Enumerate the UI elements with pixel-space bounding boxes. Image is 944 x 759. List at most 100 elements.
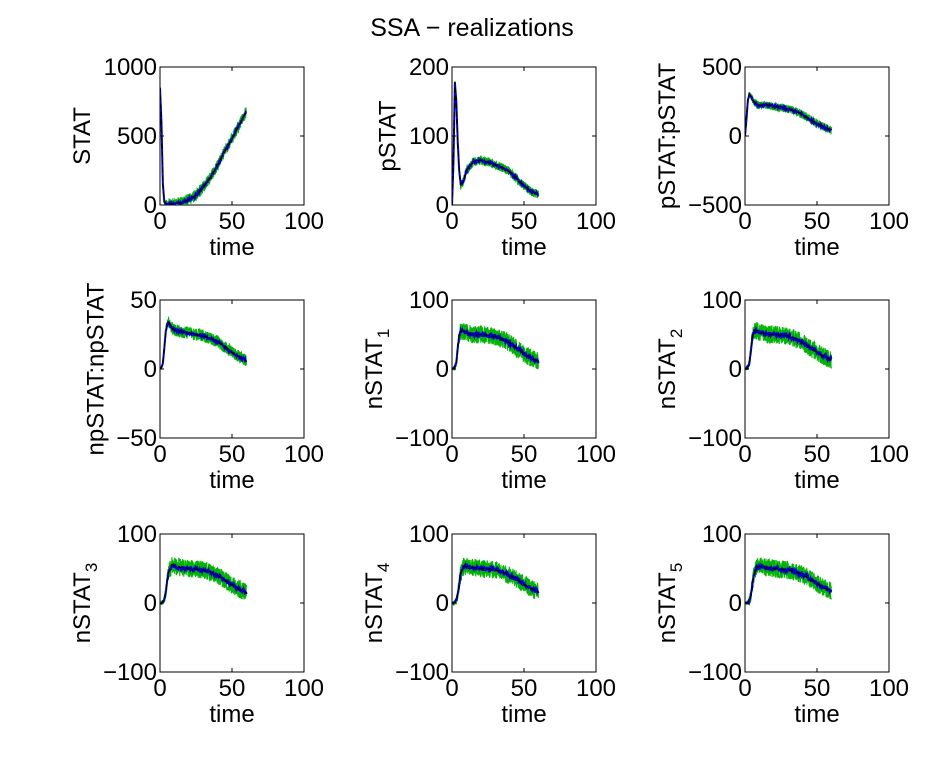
x-tick-label: 50 xyxy=(511,208,538,235)
x-axis-label: time xyxy=(209,701,254,728)
y-tick-label: 100 xyxy=(409,123,449,150)
x-axis-label: time xyxy=(794,701,839,728)
x-tick-label: 100 xyxy=(284,208,324,235)
mean-line xyxy=(160,87,247,205)
realization-line xyxy=(452,561,540,606)
x-axis-label: time xyxy=(794,467,839,494)
mean-line xyxy=(160,321,247,370)
y-tick-label: 100 xyxy=(702,287,742,314)
y-axis-label: pSTAT xyxy=(375,100,402,171)
x-tick-label: 50 xyxy=(219,441,246,468)
plot-area xyxy=(160,87,247,205)
axes-box xyxy=(744,299,890,439)
axes-box xyxy=(451,299,597,439)
y-tick-label: −100 xyxy=(688,659,742,686)
y-axis-label-main: nSTAT xyxy=(654,338,681,409)
x-tick-label: 100 xyxy=(284,675,324,702)
x-tick-label: 0 xyxy=(738,441,751,468)
plot-area xyxy=(452,81,540,205)
x-axis-label: time xyxy=(209,467,254,494)
x-tick-label: 100 xyxy=(284,441,324,468)
plot-area xyxy=(745,91,833,137)
x-axis-label: time xyxy=(209,234,254,261)
realization-line xyxy=(745,561,833,606)
plot-area xyxy=(160,557,248,606)
x-tick-label: 50 xyxy=(219,208,246,235)
x-axis-label: time xyxy=(501,701,546,728)
y-axis-label: nSTAT1 xyxy=(361,329,393,410)
y-tick-label: 500 xyxy=(702,54,742,81)
mean-line xyxy=(745,565,832,604)
y-tick-label: 0 xyxy=(729,590,742,617)
y-tick-label: 100 xyxy=(702,521,742,548)
realization-line xyxy=(160,320,248,370)
y-axis-label: nSTAT3 xyxy=(69,563,101,644)
y-tick-label: −100 xyxy=(103,659,157,686)
axes-box xyxy=(744,66,890,206)
realization-line xyxy=(160,87,247,205)
x-tick-label: 0 xyxy=(445,675,458,702)
y-tick-label: 0 xyxy=(436,356,449,383)
realization-line xyxy=(452,325,540,370)
y-axis-label: STAT xyxy=(69,107,96,165)
x-tick-label: 0 xyxy=(445,441,458,468)
y-tick-label: 200 xyxy=(409,54,449,81)
y-axis-label-subscript: 3 xyxy=(82,563,101,572)
y-tick-label: 50 xyxy=(130,287,157,314)
axes-box xyxy=(159,299,305,439)
y-axis-label-main: nSTAT xyxy=(654,572,681,643)
x-tick-label: 0 xyxy=(738,675,751,702)
y-tick-label: 100 xyxy=(409,287,449,314)
mean-line xyxy=(452,330,539,370)
x-tick-label: 100 xyxy=(576,441,616,468)
y-tick-label: 0 xyxy=(436,590,449,617)
y-axis-label-subscript: 1 xyxy=(374,329,393,338)
y-axis-label: nSTAT4 xyxy=(361,563,393,644)
y-axis-label-main: nSTAT xyxy=(361,572,388,643)
mean-line xyxy=(452,565,539,604)
y-axis-label-subscript: 2 xyxy=(667,329,686,338)
y-axis-label: pSTAT:pSTAT xyxy=(654,63,681,210)
plot-area xyxy=(452,557,540,607)
y-tick-label: 100 xyxy=(117,521,157,548)
y-tick-label: −50 xyxy=(116,425,157,452)
y-tick-label: −500 xyxy=(688,192,742,219)
plot-area xyxy=(160,316,248,370)
mean-line xyxy=(745,329,832,370)
y-axis-label: nSTAT2 xyxy=(654,329,686,410)
y-tick-label: 0 xyxy=(144,590,157,617)
x-tick-label: 50 xyxy=(511,441,538,468)
mean-line xyxy=(452,82,539,205)
y-tick-label: 0 xyxy=(144,192,157,219)
plot-area xyxy=(745,557,833,606)
y-tick-label: 0 xyxy=(436,192,449,219)
x-tick-label: 50 xyxy=(804,675,831,702)
axes-box xyxy=(159,533,305,673)
x-tick-label: 0 xyxy=(153,208,166,235)
subplot-2: 0 50 100 0 100 200 time pSTAT xyxy=(375,54,617,261)
y-tick-label: 500 xyxy=(117,123,157,150)
x-tick-label: 100 xyxy=(576,208,616,235)
y-tick-label: −100 xyxy=(395,425,449,452)
y-axis-label-subscript: 5 xyxy=(667,563,686,572)
x-tick-label: 100 xyxy=(869,675,909,702)
x-axis-label: time xyxy=(794,234,839,261)
y-axis-label-main: nSTAT xyxy=(69,572,96,643)
y-tick-label: 1000 xyxy=(104,54,157,81)
plot-area xyxy=(745,321,833,371)
x-tick-label: 0 xyxy=(445,208,458,235)
figure-title: SSA − realizations xyxy=(370,14,574,42)
y-axis-label-main: pSTAT:pSTAT xyxy=(654,63,681,210)
plot-area xyxy=(452,323,540,371)
x-tick-label: 100 xyxy=(869,441,909,468)
y-axis-label-main: STAT xyxy=(69,107,96,165)
y-tick-label: −100 xyxy=(688,425,742,452)
x-tick-label: 100 xyxy=(869,208,909,235)
